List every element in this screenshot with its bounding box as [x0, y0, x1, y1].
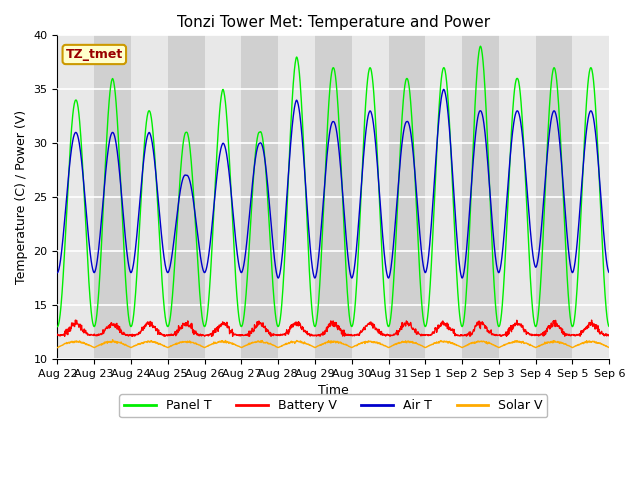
Solar V [109, 337, 116, 343]
Panel T [477, 43, 484, 49]
Solar V [163, 344, 171, 350]
Panel T [163, 322, 170, 328]
Battery V [492, 333, 500, 338]
Panel T [238, 324, 246, 329]
Battery V [164, 333, 172, 338]
Solar V [419, 344, 427, 349]
Solar V [492, 343, 499, 348]
Bar [94, 36, 131, 359]
Line: Air T: Air T [58, 89, 609, 278]
Air T [440, 86, 447, 92]
Bar [58, 36, 94, 359]
Battery V [177, 326, 185, 332]
Legend: Panel T, Battery V, Air T, Solar V: Panel T, Battery V, Air T, Solar V [120, 395, 547, 418]
Panel T [492, 300, 499, 306]
Solar V [54, 345, 61, 350]
X-axis label: Time: Time [318, 384, 349, 397]
Air T [275, 275, 282, 281]
Air T [605, 270, 613, 276]
Battery V [239, 332, 246, 337]
Air T [54, 270, 61, 276]
Battery V [420, 333, 428, 338]
Battery V [541, 333, 548, 338]
Line: Panel T: Panel T [58, 46, 609, 326]
Bar [499, 36, 536, 359]
Bar [426, 36, 462, 359]
Panel T [419, 313, 427, 319]
Panel T [540, 214, 548, 219]
Line: Battery V: Battery V [58, 320, 609, 336]
Bar [572, 36, 609, 359]
Air T [176, 189, 184, 194]
Line: Solar V: Solar V [58, 340, 609, 348]
Air T [163, 268, 170, 274]
Battery V [605, 333, 613, 338]
Air T [492, 257, 500, 263]
Solar V [177, 339, 184, 345]
Bar [278, 36, 315, 359]
Bar [388, 36, 426, 359]
Bar [462, 36, 499, 359]
Bar [205, 36, 241, 359]
Bar [536, 36, 572, 359]
Air T [238, 269, 246, 275]
Battery V [54, 332, 61, 337]
Panel T [54, 324, 61, 329]
Solar V [605, 345, 613, 350]
Title: Tonzi Tower Met: Temperature and Power: Tonzi Tower Met: Temperature and Power [177, 15, 490, 30]
Solar V [540, 341, 548, 347]
Battery V [72, 317, 79, 323]
Panel T [176, 174, 184, 180]
Bar [241, 36, 278, 359]
Solar V [239, 344, 246, 350]
Panel T [605, 324, 613, 329]
Air T [419, 263, 427, 268]
Battery V [61, 334, 68, 339]
Bar [352, 36, 388, 359]
Bar [315, 36, 352, 359]
Bar [168, 36, 205, 359]
Air T [541, 187, 548, 193]
Y-axis label: Temperature (C) / Power (V): Temperature (C) / Power (V) [15, 110, 28, 284]
Bar [131, 36, 168, 359]
Text: TZ_tmet: TZ_tmet [66, 48, 123, 61]
